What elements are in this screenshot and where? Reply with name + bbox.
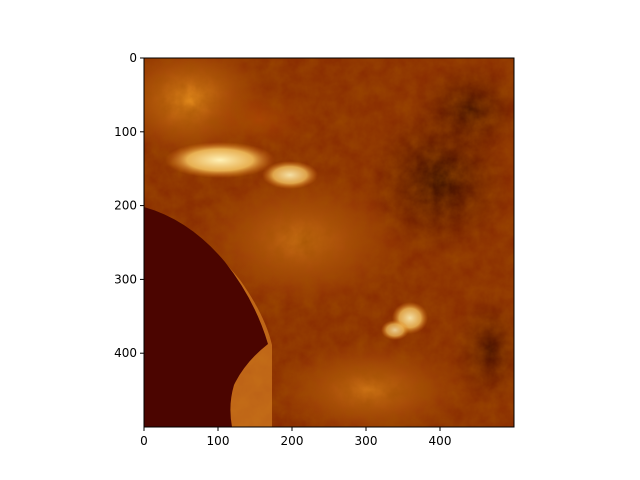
x-tick-label: 400 — [429, 434, 452, 448]
y-axis: 0 100 200 300 400 — [114, 51, 144, 360]
y-tick-label: 0 — [129, 51, 137, 65]
x-tick-label: 0 — [140, 434, 148, 448]
x-axis: 0 100 200 300 400 — [140, 427, 451, 448]
y-tick-label: 100 — [114, 125, 137, 139]
y-tick-label: 300 — [114, 272, 137, 286]
heatmap-image — [110, 40, 530, 440]
y-tick-label: 200 — [114, 199, 137, 213]
x-tick-label: 100 — [207, 434, 230, 448]
x-tick-label: 300 — [355, 434, 378, 448]
x-tick-label: 200 — [281, 434, 304, 448]
y-tick-label: 400 — [114, 346, 137, 360]
